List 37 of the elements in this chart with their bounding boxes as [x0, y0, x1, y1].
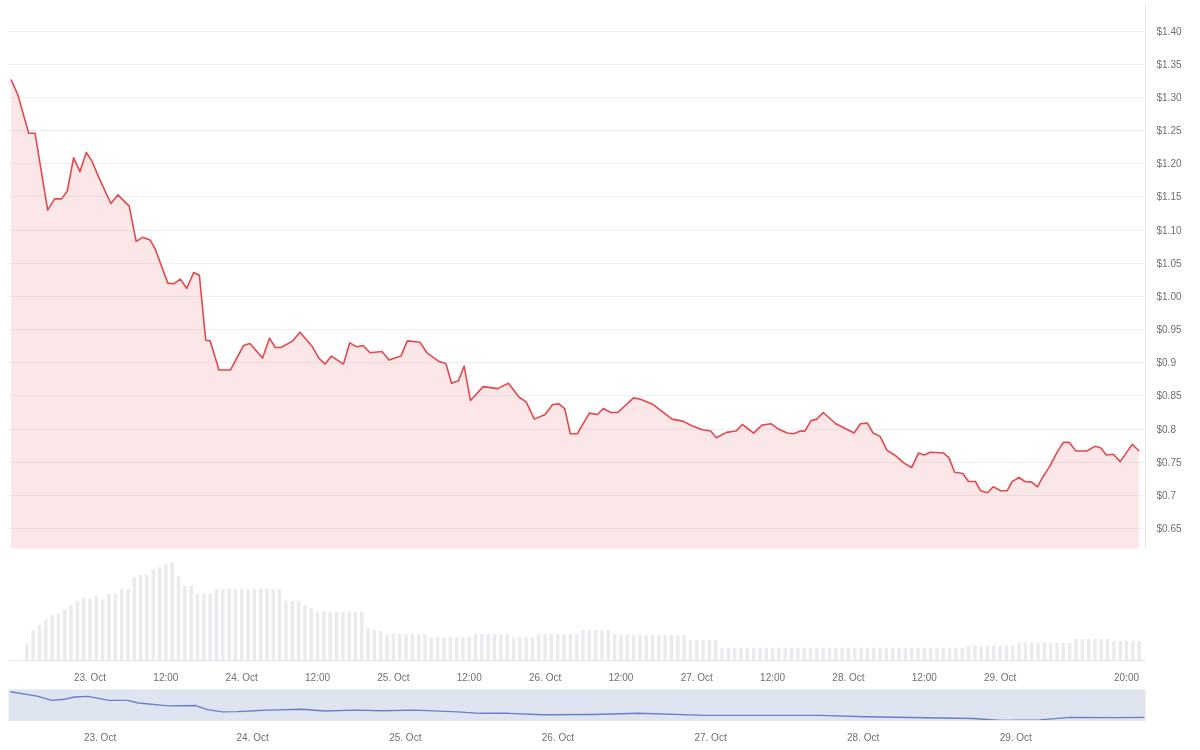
y-tick-label: $1.40: [1156, 25, 1182, 37]
y-tick-label: $1.00: [1156, 290, 1182, 302]
y-tick-label: $0.8: [1156, 423, 1177, 435]
y-tick-label: $1.25: [1156, 125, 1182, 137]
y-tick-label: $0.75: [1156, 456, 1182, 468]
y-tick-label: $0.7: [1156, 489, 1177, 501]
y-tick-label: $1.30: [1156, 91, 1182, 103]
x-tick-label: 29. Oct: [984, 671, 1017, 683]
x-tick-label: 23. Oct: [83, 731, 117, 743]
x-tick-label: 28. Oct: [847, 731, 880, 743]
x-tick-label: 27. Oct: [680, 671, 714, 683]
x-tick-label: 24. Oct: [236, 731, 270, 743]
x-tick-label: 12:00: [456, 671, 483, 683]
x-tick-label: 12:00: [305, 671, 331, 683]
y-tick-label: $0.65: [1156, 523, 1182, 535]
x-tick-label: 29. Oct: [999, 731, 1033, 743]
x-tick-label: 27. Oct: [694, 731, 727, 743]
x-tick-label: 23. Oct: [73, 671, 107, 683]
y-tick-label: $0.85: [1156, 390, 1182, 402]
x-tick-label: 28. Oct: [832, 671, 865, 683]
x-tick-label: 24. Oct: [225, 671, 259, 683]
y-tick-label: $1.20: [1156, 158, 1182, 170]
x-tick-label: 25. Oct: [377, 671, 410, 683]
x-tick-label: 12:00: [760, 671, 786, 683]
y-tick-label: $1.35: [1156, 58, 1182, 70]
y-tick-label: $0.9: [1156, 357, 1177, 369]
x-tick-label: 25. Oct: [389, 731, 422, 743]
x-tick-label: 12:00: [153, 671, 179, 683]
y-tick-label: $0.95: [1156, 324, 1182, 336]
x-tick-label: 12:00: [608, 671, 634, 683]
x-tick-label: 26. Oct: [528, 671, 562, 683]
x-tick-label: 26. Oct: [541, 731, 575, 743]
x-tick-label: 12:00: [911, 671, 938, 683]
y-tick-label: $1.10: [1156, 224, 1182, 236]
y-tick-label: $1.05: [1156, 257, 1182, 269]
y-tick-label: $1.15: [1156, 191, 1182, 203]
x-tick-label: 20:00: [1114, 671, 1140, 683]
